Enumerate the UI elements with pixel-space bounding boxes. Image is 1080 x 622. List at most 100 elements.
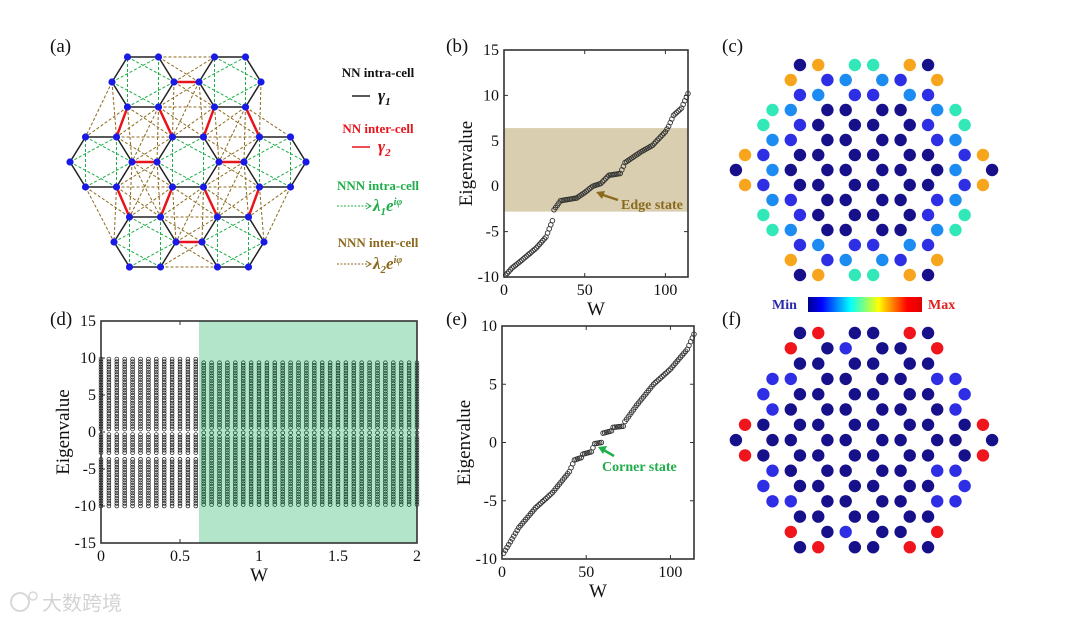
eigenvalue-point xyxy=(130,421,135,427)
eigenvalue-point xyxy=(169,377,175,383)
eigenvalue-point xyxy=(217,445,222,450)
eigenvalue-point xyxy=(114,395,120,401)
eigenvalue-point xyxy=(169,356,175,362)
eigenvalue-point xyxy=(114,382,120,388)
eigenvalue-point xyxy=(185,445,191,450)
site-amplitude-dot xyxy=(812,178,825,192)
eigenvalue-point xyxy=(367,463,372,468)
site-amplitude-dot xyxy=(903,510,916,523)
eigenvalue-point xyxy=(138,413,143,419)
eigenvalue-point xyxy=(169,380,175,385)
eigenvalue-point xyxy=(304,378,309,384)
eigenvalue-point xyxy=(177,369,183,375)
eigenvalue-point xyxy=(528,249,535,255)
eigenvalue-point xyxy=(233,489,238,494)
site-amplitude-dot xyxy=(866,357,880,370)
eigenvalue-point xyxy=(327,430,333,435)
eigenvalue-point xyxy=(193,445,199,450)
eigenvalue-point xyxy=(177,501,183,506)
site-amplitude-dot xyxy=(894,403,907,416)
site-amplitude-dot xyxy=(903,541,916,554)
eigenvalue-point xyxy=(398,499,404,505)
eigenvalue-point xyxy=(217,420,222,425)
eigenvalue-point xyxy=(225,450,230,455)
site-amplitude-dot xyxy=(848,388,862,401)
site-amplitude-dot xyxy=(757,178,770,192)
unit-cell-hexagon xyxy=(201,216,265,268)
eigenvalue-point xyxy=(383,404,388,410)
eigenvalue-point xyxy=(319,481,325,487)
eigenvalue-point xyxy=(225,378,230,384)
eigenvalue-point xyxy=(296,478,301,484)
eigenvalue-point xyxy=(122,393,127,398)
eigenvalue-point xyxy=(138,480,143,485)
eigenvalue-point xyxy=(106,437,112,443)
site-amplitude-dot xyxy=(931,403,944,416)
eigenvalue-point xyxy=(406,455,412,461)
eigenvalue-point xyxy=(359,499,364,505)
eigenvalue-point xyxy=(343,386,349,391)
y-tick-label: -5 xyxy=(486,224,499,241)
eigenvalue-point xyxy=(130,374,135,380)
eigenvalue-point xyxy=(351,442,357,448)
eigenvalue-point xyxy=(185,395,191,401)
eigenvalue-point xyxy=(304,445,309,450)
eigenvalue-point xyxy=(296,417,301,423)
eigenvalue-point xyxy=(217,481,222,487)
eigenvalue-point xyxy=(383,455,388,461)
eigenvalue-point xyxy=(217,414,222,420)
eigenvalue-point xyxy=(288,389,293,394)
eigenvalue-point xyxy=(359,391,364,397)
site-amplitude-dot xyxy=(784,403,797,416)
eigenvalue-point xyxy=(375,458,380,463)
eigenvalue-point xyxy=(335,471,341,476)
eigenvalue-point xyxy=(217,473,222,479)
eigenvalue-point xyxy=(383,376,388,381)
eigenvalue-point xyxy=(146,477,151,483)
eigenvalue-point xyxy=(130,380,135,385)
site-amplitude-dot xyxy=(812,88,825,102)
eigenvalue-point xyxy=(169,464,175,470)
eigenvalue-point xyxy=(359,494,364,500)
eigenvalue-point xyxy=(383,417,388,423)
eigenvalue-point xyxy=(304,394,309,399)
nnn-inter-cell-bond xyxy=(129,161,133,218)
nnn-intra-cell-bond xyxy=(113,216,161,243)
eigenvalue-point xyxy=(272,386,278,391)
eigenvalue-point xyxy=(327,445,333,450)
eigenvalue-point xyxy=(296,442,301,448)
eigenvalue-point xyxy=(185,411,191,416)
eigenvalue-point xyxy=(398,466,404,471)
eigenvalue-point xyxy=(375,499,380,505)
eigenvalue-point xyxy=(375,455,380,461)
site-amplitude-dot xyxy=(793,268,807,282)
eigenvalue-point xyxy=(359,430,364,435)
eigenvalue-point xyxy=(280,460,285,466)
eigenvalue-point xyxy=(359,473,364,479)
eigenvalue-point xyxy=(351,437,357,443)
site-amplitude-dot xyxy=(985,433,999,447)
eigenvalue-point xyxy=(319,391,325,397)
eigenvalue-point xyxy=(391,471,396,476)
eigenvalue-point xyxy=(106,464,112,470)
eigenvalue-point xyxy=(201,494,206,500)
eigenvalue-point xyxy=(312,417,317,423)
site-amplitude-dot xyxy=(848,88,862,102)
eigenvalue-point xyxy=(312,484,317,489)
eigenvalue-point xyxy=(161,470,167,475)
eigenvalue-point xyxy=(154,424,159,429)
eigenvalue-point xyxy=(185,477,191,483)
eigenvalue-point xyxy=(240,502,246,507)
eigenvalue-point xyxy=(534,503,541,509)
x-axis-label: W xyxy=(587,299,605,320)
eigenvalue-point xyxy=(367,484,372,489)
eigenvalue-point xyxy=(169,450,175,455)
eigenvalue-point xyxy=(264,412,270,417)
eigenvalue-point xyxy=(161,393,167,398)
site-amplitude-dot xyxy=(821,253,834,267)
nnn-inter-cell-bond xyxy=(85,186,115,243)
eigenvalue-point xyxy=(217,363,222,368)
eigenvalue-point xyxy=(272,491,278,497)
eigenvalue-point xyxy=(280,466,285,471)
eigenvalue-point xyxy=(106,490,112,496)
